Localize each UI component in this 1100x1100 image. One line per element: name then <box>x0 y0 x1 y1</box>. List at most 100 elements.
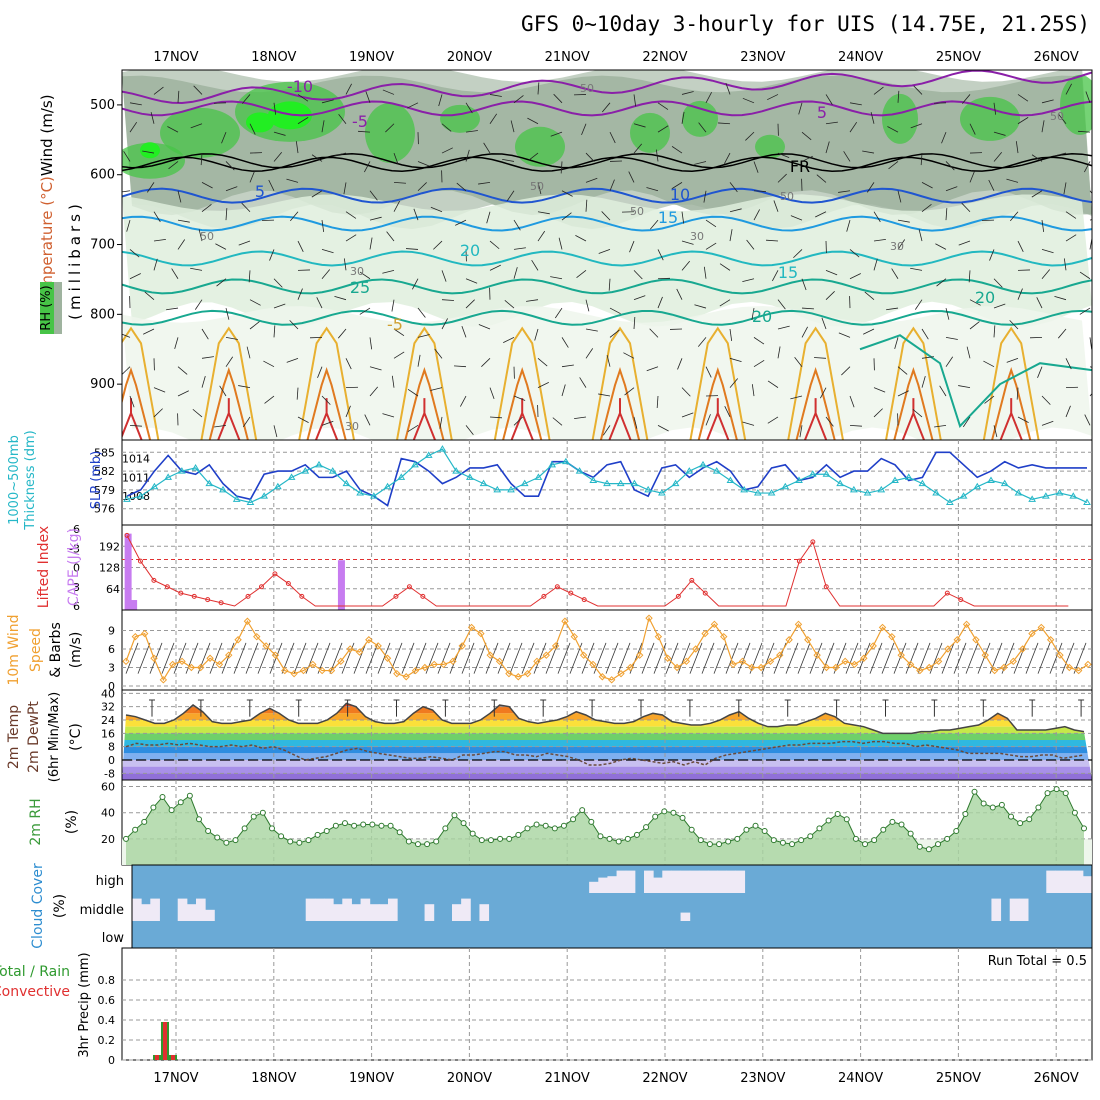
thickness-marker <box>397 473 406 480</box>
wind-barb <box>249 321 260 330</box>
bottom-date-label: 25NOV <box>936 1071 981 1086</box>
wind-barb <box>676 288 683 300</box>
wind-barb <box>233 642 247 674</box>
rh-contour-label: 30 <box>345 420 359 433</box>
wind-barb <box>713 642 727 674</box>
rh-contour-label: 30 <box>690 230 704 243</box>
wind-barb <box>185 642 199 674</box>
rh-marker <box>433 838 440 845</box>
wind-barb <box>724 406 731 418</box>
wind-barb <box>849 249 860 258</box>
wind-barb <box>729 378 739 388</box>
wind-barb <box>801 278 807 291</box>
wind-barb <box>665 642 679 674</box>
wind-barb <box>1037 642 1051 674</box>
wind-barb <box>921 204 932 213</box>
rh-marker <box>259 809 266 816</box>
wind-barb <box>1089 393 1092 397</box>
top-date-label: 24NOV <box>838 50 883 65</box>
wind-barb <box>790 215 803 221</box>
wind-barb <box>918 229 923 242</box>
wind-barb <box>386 231 395 242</box>
wind-barb <box>296 387 299 400</box>
top-date-label: 23NOV <box>740 50 785 65</box>
wind-barb <box>887 126 899 133</box>
wind-barb <box>209 642 223 674</box>
warm-contour <box>510 398 534 440</box>
wind-barb <box>897 90 900 103</box>
rh-contour-label: 50 <box>1050 110 1064 123</box>
wind-barb <box>437 642 451 674</box>
wind-barb <box>993 278 1003 288</box>
wind-speed-marker <box>187 663 196 672</box>
wind-barb <box>513 219 521 231</box>
wind-barb <box>174 337 179 350</box>
wind-barb <box>321 99 334 104</box>
wind-barb <box>891 268 899 279</box>
wind-barb <box>656 395 659 409</box>
wind-barb <box>345 358 352 370</box>
thickness-marker <box>767 489 776 496</box>
lifted-marker <box>258 584 264 590</box>
y-tick-label: 800 <box>90 307 115 322</box>
wind-speed-marker <box>206 654 214 662</box>
wind-barb <box>264 395 275 404</box>
wind-barb <box>249 171 255 183</box>
bottom-date-label: 21NOV <box>545 1071 590 1086</box>
wind-barb <box>465 278 478 284</box>
wind-barb <box>338 114 347 125</box>
wind-barb <box>617 642 631 674</box>
contour-label: 20 <box>752 307 772 326</box>
temp-tick-label: 40 <box>101 687 115 700</box>
wind-barb <box>190 123 203 129</box>
thickness-marker <box>246 498 255 505</box>
wind-barb <box>358 130 371 133</box>
wind-barb <box>579 377 587 388</box>
wind-barb <box>633 416 638 429</box>
wind-barb <box>166 307 179 311</box>
wind-barb <box>123 151 131 162</box>
wind-barb <box>455 219 467 226</box>
cloud-cell <box>461 898 471 921</box>
wind-barb <box>1031 154 1043 162</box>
wind-barb <box>225 208 228 221</box>
wind-barb <box>646 187 659 192</box>
rh-marker <box>880 826 887 833</box>
lifted-tick-label: 3 <box>73 581 80 594</box>
cape-label: CAPE (J/kg) <box>66 528 82 606</box>
wind-barb <box>246 346 251 359</box>
lifted-label: Lifted Index <box>36 526 52 608</box>
wind-barb <box>365 91 371 103</box>
lifted-tick-label: -6 <box>69 523 80 536</box>
wind-barb <box>633 123 646 128</box>
wind-barb <box>921 356 934 359</box>
slp-tick-label: 1011 <box>122 471 150 484</box>
top-date-label: 26NOV <box>1034 50 1079 65</box>
wind-barb <box>153 387 166 393</box>
wind-barb <box>869 642 883 674</box>
cloud-cell <box>698 870 709 893</box>
wind-barb <box>703 190 707 203</box>
wind-barb <box>873 86 884 95</box>
lifted-marker <box>689 577 695 583</box>
wind-speed-marker <box>1037 623 1046 632</box>
wind-barb <box>772 270 779 282</box>
wind-barb <box>513 95 524 104</box>
wind-barb <box>359 307 371 315</box>
warm-contour <box>122 398 143 440</box>
wind-speed-marker <box>589 660 597 669</box>
bottom-date-label: 19NOV <box>349 1071 394 1086</box>
rh-marker <box>734 835 741 842</box>
cloud-cell <box>378 904 389 921</box>
wind-barb <box>894 337 899 350</box>
rh-marker <box>305 837 312 844</box>
wind-barb <box>677 642 691 674</box>
wind-barb <box>941 642 955 674</box>
cloud-cell <box>717 870 727 893</box>
thickness-tick-label: 576 <box>94 503 115 516</box>
wind-barb <box>273 152 283 162</box>
wind-barb <box>725 83 731 95</box>
rh-marker <box>396 829 403 836</box>
wind-barb <box>194 299 203 310</box>
wind-barb <box>531 259 539 271</box>
